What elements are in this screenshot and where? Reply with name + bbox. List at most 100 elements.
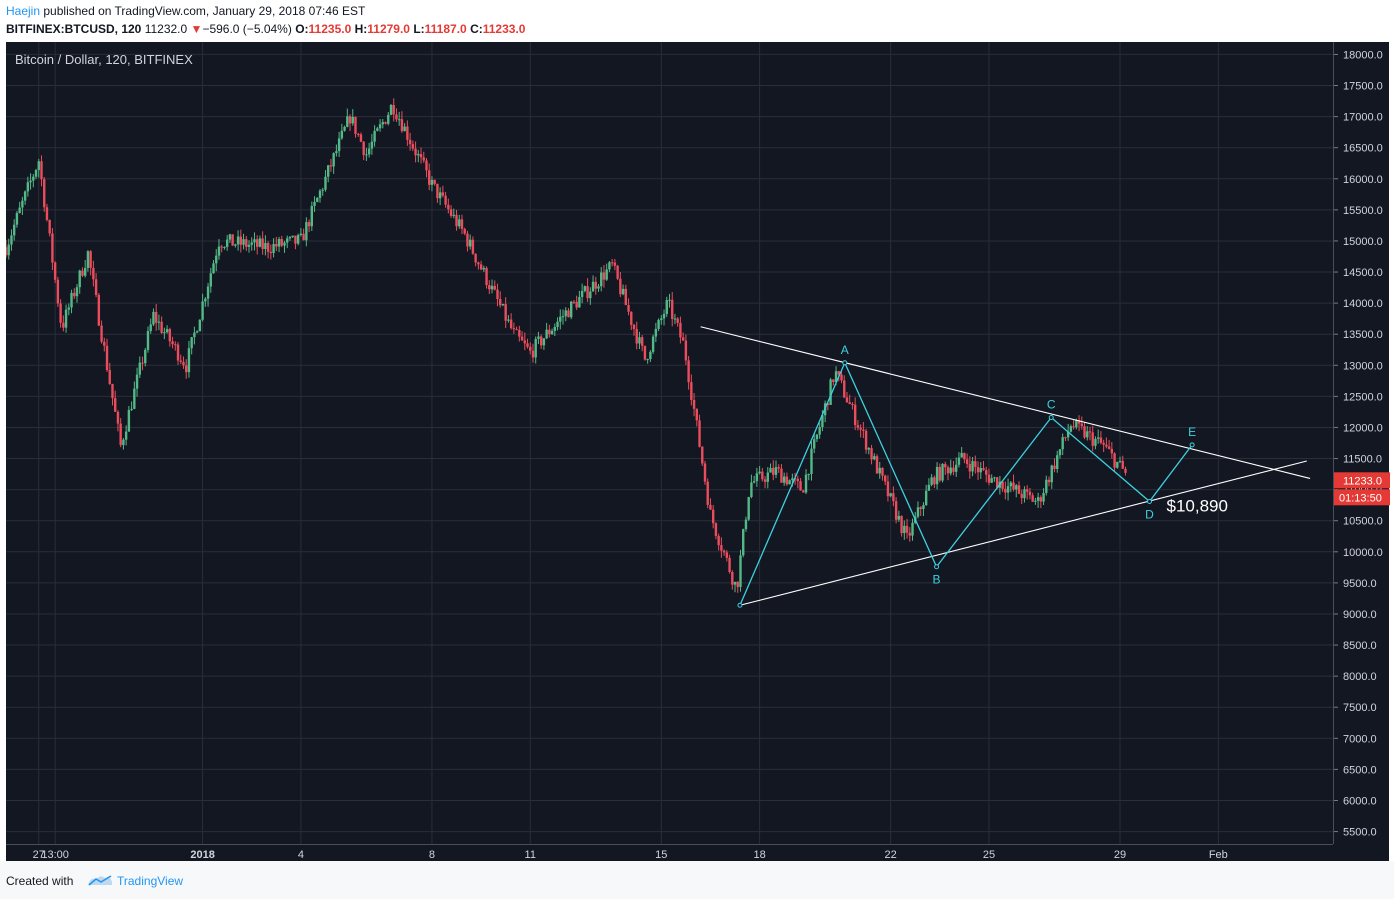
created-with-text: Created with	[6, 874, 74, 888]
candle-body	[758, 471, 761, 474]
candle-body	[499, 299, 502, 306]
candle-body	[780, 468, 783, 483]
wave-label-d: D	[1145, 507, 1154, 521]
plot-area[interactable]: A B C D E $10,890	[6, 42, 1333, 844]
candle-body	[247, 244, 251, 247]
candle-body	[296, 235, 300, 244]
candle-body	[1004, 488, 1007, 493]
wave-path[interactable]	[739, 361, 1193, 606]
candle-body	[859, 427, 862, 430]
trendline-upper[interactable]	[700, 326, 1311, 479]
wave-point[interactable]	[1147, 498, 1153, 504]
candle-body	[264, 242, 267, 250]
candle-body	[813, 439, 816, 449]
price-change: −596.0 (−5.04%)	[202, 22, 292, 36]
candle-body	[752, 481, 756, 483]
candle-body	[646, 359, 649, 361]
candle-body	[900, 515, 903, 534]
candle-body	[195, 331, 199, 333]
wave-point[interactable]	[1048, 415, 1054, 421]
tradingview-link[interactable]: TradingView	[117, 874, 184, 888]
price-axis[interactable]: 18000.0 17500.0 17000.0 16500.0 16000.0 15500…	[1333, 42, 1390, 844]
candle-body	[739, 555, 742, 587]
candle-body	[176, 344, 180, 361]
candle-body	[526, 343, 529, 347]
candle-body	[389, 105, 393, 115]
author-link[interactable]: Haejin	[6, 4, 41, 18]
footer: Created with TradingView	[0, 861, 1394, 899]
candle-body	[146, 331, 150, 350]
trendline-lower[interactable]	[739, 460, 1307, 606]
candle-body	[545, 329, 548, 339]
candle-body	[466, 233, 469, 247]
candle-body	[130, 408, 133, 411]
candle-body	[619, 278, 622, 295]
candle-body	[326, 165, 330, 177]
candle-body	[45, 207, 49, 220]
candle-body	[73, 292, 76, 297]
chart-frame[interactable]: A B C D E $10,890 Bitcoin / Dollar, 120, BITF…	[6, 42, 1390, 862]
candle-body	[392, 105, 395, 115]
candle-body	[788, 480, 791, 485]
candle-body	[152, 311, 155, 325]
candle-body	[127, 410, 131, 432]
candle-body	[384, 122, 387, 124]
time-tick-label: 22	[885, 849, 897, 861]
candle-body	[747, 497, 750, 520]
candle-body	[864, 430, 868, 450]
candle-body	[635, 329, 638, 344]
wave-point[interactable]	[1189, 442, 1195, 448]
candle-body	[703, 463, 707, 482]
candle-body	[10, 235, 13, 245]
candle-body	[433, 179, 436, 184]
chart-header: Haejin published on TradingView.com, Jan…	[0, 0, 1394, 42]
current-price-tag	[1334, 472, 1390, 489]
candle-body	[479, 264, 483, 270]
candle-body	[941, 463, 944, 481]
candle-body	[602, 272, 606, 280]
candle-body	[83, 267, 87, 276]
tradingview-logo-icon[interactable]	[87, 872, 113, 888]
candle-body	[163, 332, 166, 334]
candle-body	[1012, 482, 1015, 490]
candle-body	[553, 326, 557, 331]
ohlc-line: BITFINEX:BTCUSD, 120 11232.0 ▼−596.0 (−5…	[6, 22, 525, 36]
candle-body	[266, 242, 270, 252]
price-tick-label: 17000.0	[1343, 112, 1383, 124]
candle-body	[124, 431, 128, 440]
candle-body	[12, 224, 16, 236]
candle-body	[174, 344, 177, 346]
candle-body	[94, 279, 98, 295]
candle-body	[892, 493, 895, 502]
candle-body	[225, 239, 229, 247]
candle-body	[897, 515, 901, 520]
candle-body	[256, 239, 259, 247]
wave-point[interactable]	[737, 602, 743, 608]
candle-body	[340, 130, 344, 139]
candle-body	[32, 176, 35, 181]
candle-body	[963, 452, 966, 460]
candle-body	[881, 467, 884, 476]
candle-body	[277, 239, 281, 247]
candle-body	[717, 535, 720, 546]
candle-body	[886, 481, 890, 497]
price-tick-label: 10500.0	[1343, 516, 1383, 528]
price-tick-label: 7000.0	[1343, 733, 1377, 745]
candle-body	[441, 192, 445, 196]
candle-body	[1110, 448, 1114, 454]
wave-point[interactable]	[842, 360, 848, 366]
candle-body	[1034, 500, 1037, 502]
candle-body	[239, 236, 243, 245]
candle-body	[769, 467, 772, 473]
price-target-annotation: $10,890	[1167, 496, 1228, 515]
candle-body	[1061, 437, 1064, 450]
candle-body	[468, 239, 472, 247]
candle-body	[253, 239, 256, 243]
candle-body	[600, 272, 603, 287]
candle-body	[1072, 426, 1075, 428]
candle-body	[223, 246, 226, 248]
candle-body	[829, 379, 832, 405]
wave-point[interactable]	[934, 564, 940, 570]
candle-body	[438, 192, 442, 199]
